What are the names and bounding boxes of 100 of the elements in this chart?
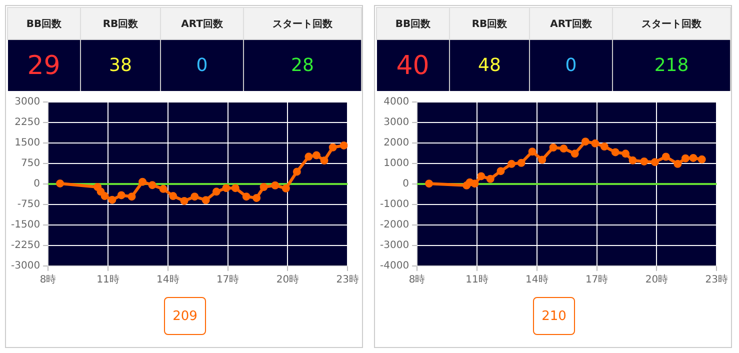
text: BB回数 — [376, 8, 450, 40]
point — [94, 183, 102, 192]
x-tick-label: 14時 — [526, 274, 548, 286]
x-tick-label: 14時 — [156, 274, 180, 286]
point — [496, 167, 505, 176]
point — [282, 184, 290, 192]
text: 218 — [612, 40, 730, 91]
point — [169, 192, 178, 200]
point — [674, 160, 682, 168]
point — [570, 150, 579, 158]
text: 29 — [8, 40, 80, 91]
point — [517, 158, 526, 167]
point — [600, 142, 608, 150]
y-tick-label: -1500 — [10, 220, 40, 231]
point — [312, 151, 320, 160]
y-tick-label: -3000 — [380, 240, 410, 252]
point — [304, 152, 313, 161]
point — [180, 196, 188, 205]
text: 40 — [376, 40, 450, 91]
x-tick-label: 23時 — [336, 274, 360, 286]
point — [231, 184, 240, 192]
y-tick-label: -750 — [17, 199, 40, 210]
text: 210 — [533, 297, 575, 335]
point — [242, 192, 250, 201]
text: 48 — [450, 40, 530, 91]
text: スタート回数 — [244, 8, 362, 40]
point — [96, 188, 105, 196]
point — [328, 143, 337, 152]
point — [159, 184, 168, 193]
text: スタート回数 — [612, 8, 730, 40]
y-tick-label: 2250 — [14, 117, 40, 128]
x-tick-label: 11時 — [466, 274, 488, 286]
x-tick-label: 11時 — [96, 274, 120, 286]
point — [252, 194, 261, 202]
point — [108, 196, 116, 204]
point — [222, 184, 230, 192]
text: RB回数 — [450, 8, 530, 40]
point — [622, 150, 630, 158]
point — [320, 156, 328, 164]
x-tick-label: 20時 — [645, 274, 668, 286]
point — [138, 178, 147, 186]
y-tick-label: 3000 — [384, 117, 410, 128]
point — [528, 148, 536, 156]
x-tick-label: 20時 — [276, 274, 300, 286]
x-tick-label: 17時 — [585, 274, 608, 286]
point — [128, 192, 136, 201]
text: ART回数 — [530, 8, 612, 40]
point — [560, 144, 568, 153]
y-tick-label: 1000 — [384, 158, 410, 170]
point — [56, 179, 64, 188]
y-tick-label: 4000 — [384, 96, 410, 108]
y-tick-label: 1500 — [14, 138, 40, 149]
point — [662, 152, 670, 161]
point — [202, 196, 210, 204]
point — [681, 154, 690, 162]
text: 0 — [160, 40, 244, 91]
y-tick-label: 0 — [34, 178, 40, 190]
point — [508, 160, 516, 168]
point — [340, 141, 348, 150]
point — [470, 180, 479, 188]
point — [640, 157, 648, 166]
point — [477, 172, 486, 180]
y-tick-label: -2250 — [10, 240, 40, 252]
x-tick-label: 17時 — [216, 274, 240, 286]
point — [260, 183, 268, 192]
point — [611, 148, 620, 156]
point — [689, 154, 698, 162]
text: 28 — [244, 40, 362, 91]
y-tick-label: 2000 — [384, 138, 410, 149]
point — [117, 191, 126, 200]
point — [212, 188, 220, 196]
y-tick-label: -2000 — [380, 220, 410, 231]
x-tick-label: 23時 — [705, 274, 728, 286]
text: 0 — [530, 40, 612, 91]
y-tick-label: 0 — [402, 178, 410, 190]
y-tick-label: -4000 — [380, 260, 410, 272]
y-tick-label: -3000 — [10, 260, 40, 272]
point — [538, 156, 546, 164]
point — [100, 192, 109, 200]
point — [591, 139, 600, 148]
text: RB回数 — [80, 8, 160, 40]
y-tick-label: 750 — [20, 158, 40, 170]
point — [650, 158, 659, 166]
point — [628, 156, 637, 164]
point — [271, 181, 280, 190]
point — [292, 168, 301, 176]
x-tick-label: 8時 — [408, 274, 426, 286]
y-tick-label: -1000 — [380, 199, 410, 210]
point — [486, 174, 494, 183]
text: 38 — [80, 40, 160, 91]
point — [425, 180, 434, 188]
point — [698, 155, 706, 164]
text: BB回数 — [8, 8, 80, 40]
point — [148, 181, 156, 190]
text: 209 — [164, 297, 206, 335]
point — [549, 144, 558, 152]
y-tick-label: 3000 — [14, 96, 40, 108]
point — [581, 138, 590, 146]
x-tick-label: 8時 — [40, 274, 56, 286]
point — [190, 192, 199, 201]
